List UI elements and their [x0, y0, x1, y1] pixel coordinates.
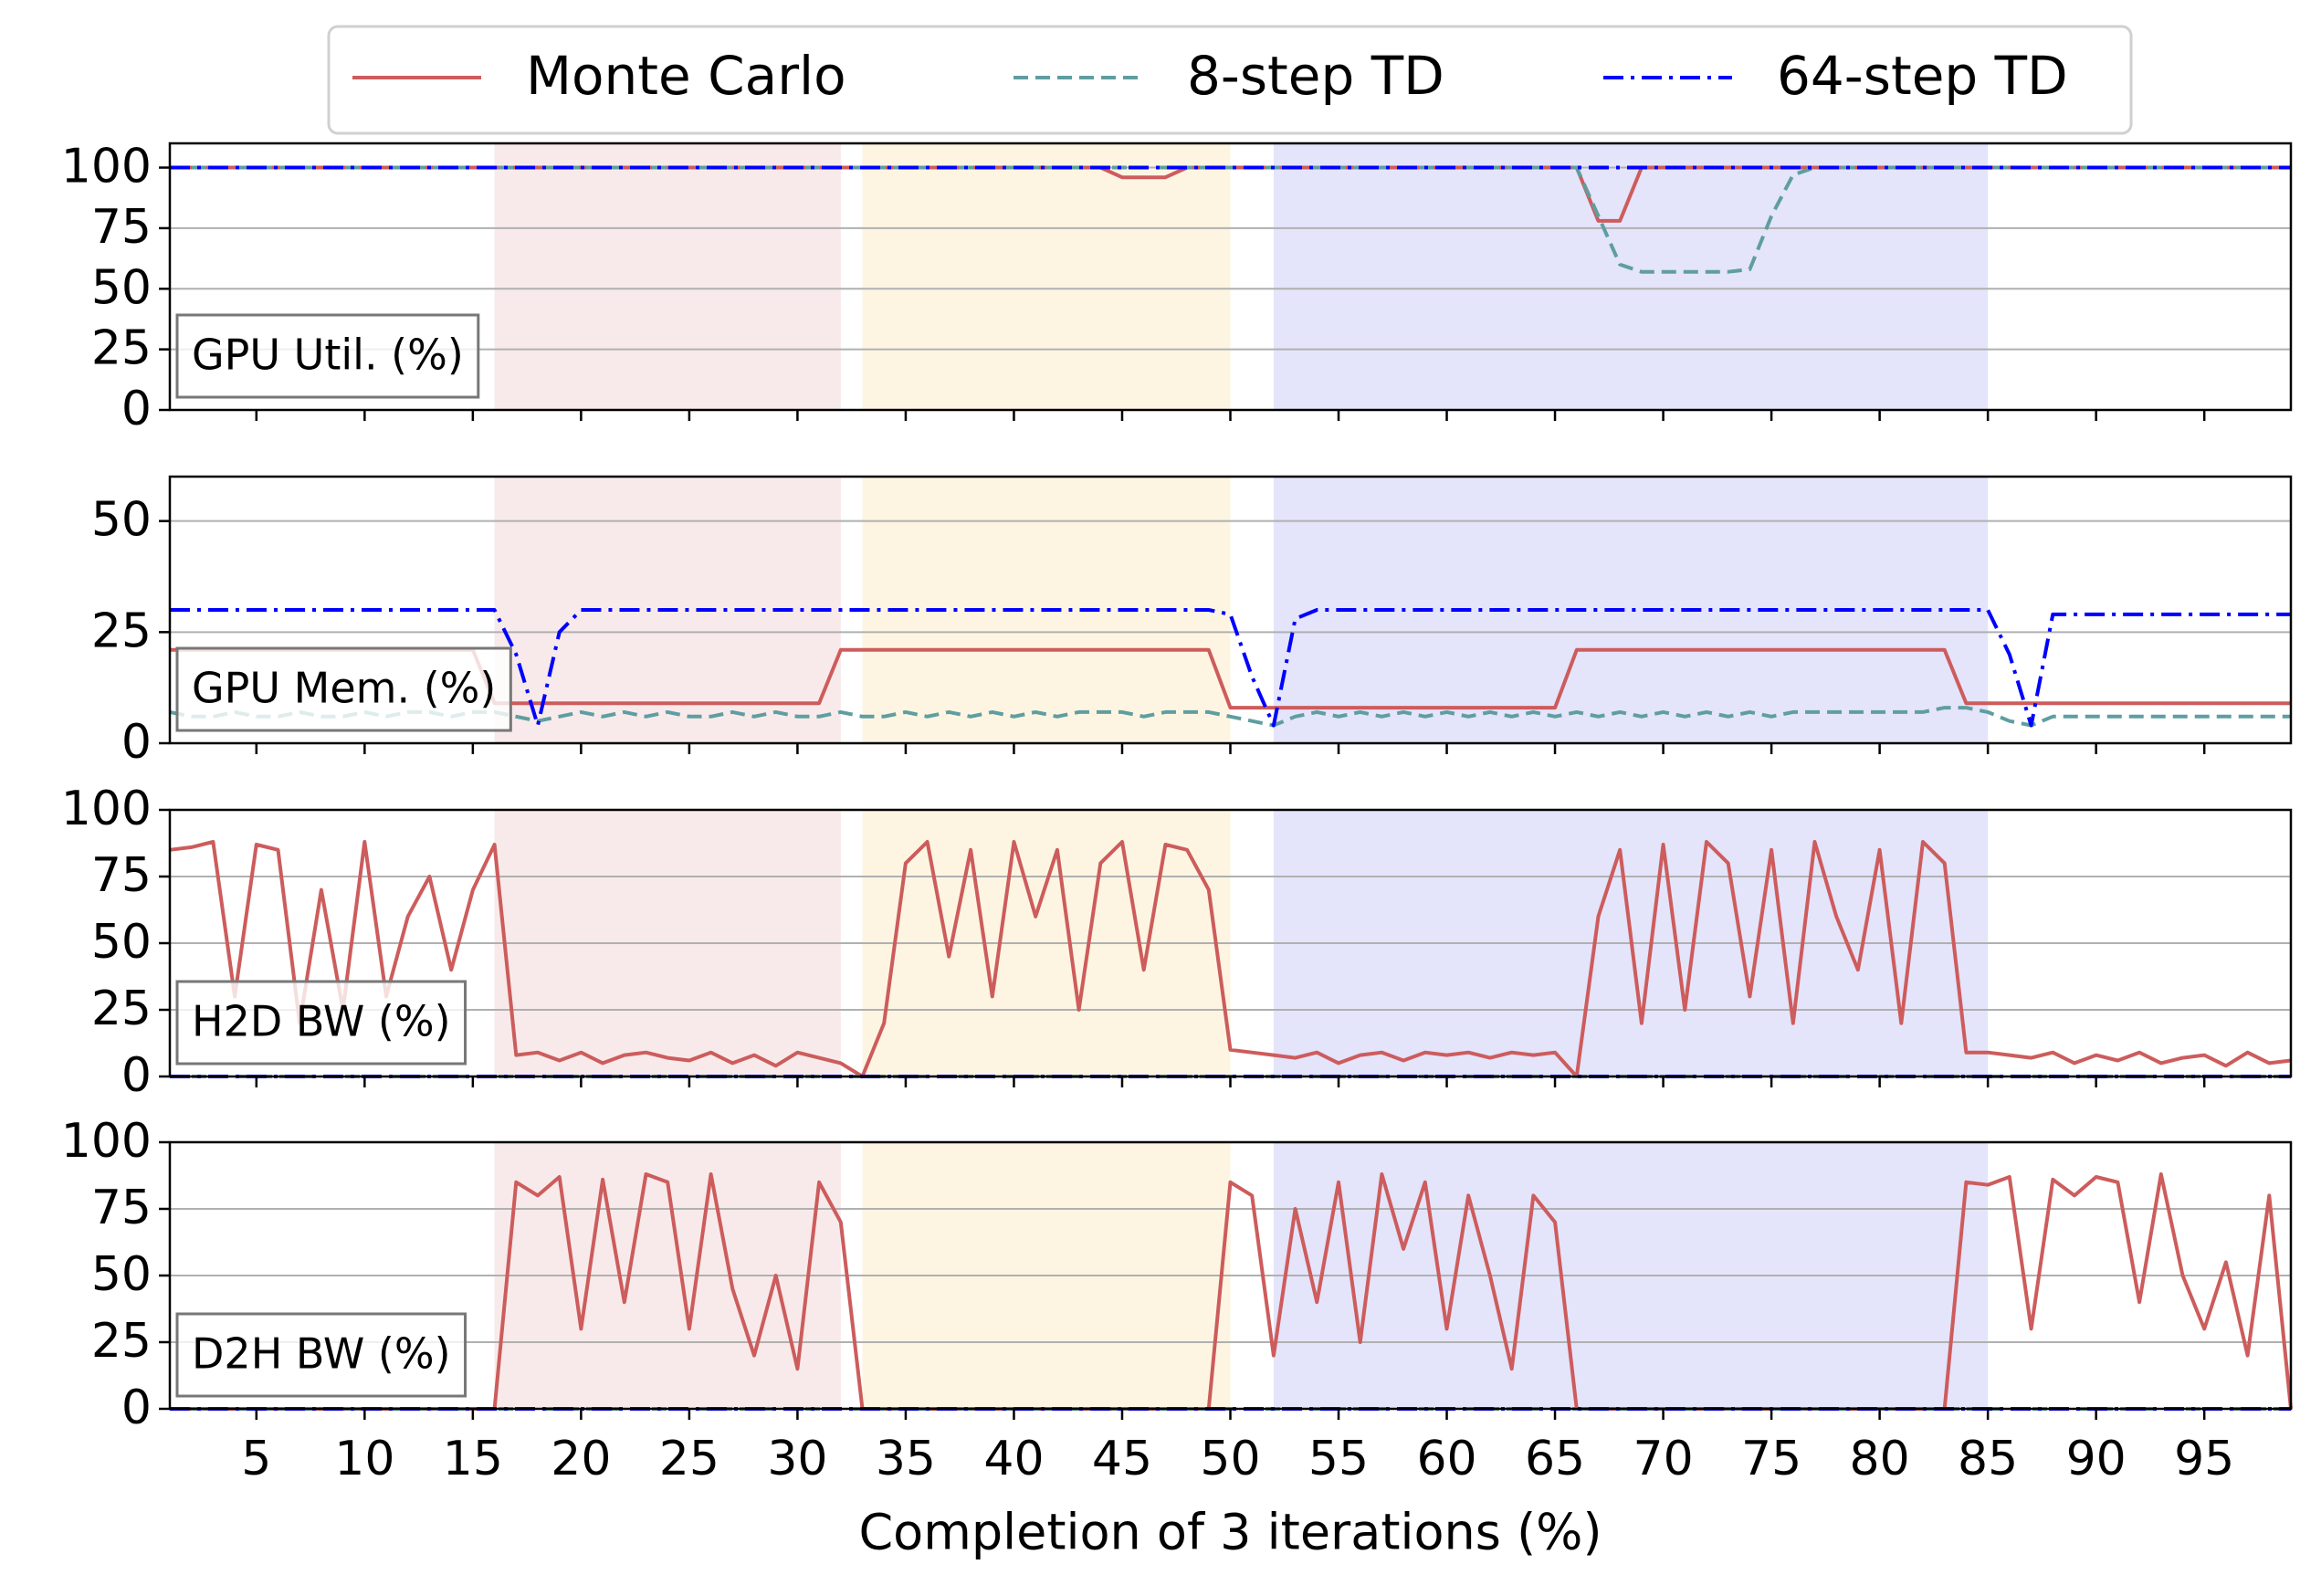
y-tick-label: 50 — [91, 915, 152, 970]
panel-label: GPU Util. (%) — [192, 331, 464, 380]
y-tick-label: 25 — [91, 604, 152, 658]
x-tick-label: 25 — [659, 1432, 719, 1486]
x-tick-label: 15 — [443, 1432, 503, 1486]
panel-label: GPU Mem. (%) — [192, 664, 496, 713]
x-tick-label: 95 — [2174, 1432, 2234, 1486]
x-tick-label: 40 — [983, 1432, 1044, 1486]
y-tick-label: 0 — [121, 1381, 152, 1435]
y-tick-label: 0 — [121, 1048, 152, 1103]
series-line — [169, 840, 2292, 1078]
y-tick-label: 50 — [91, 493, 152, 548]
x-tick-label: 35 — [876, 1432, 936, 1486]
panel-label: H2D BW (%) — [192, 997, 451, 1046]
shaded-region — [1273, 143, 1989, 410]
x-tick-label: 20 — [551, 1432, 611, 1486]
x-tick-label: 55 — [1308, 1432, 1369, 1486]
y-tick-label: 50 — [91, 1247, 152, 1302]
series-line — [169, 706, 2291, 728]
y-tick-label: 75 — [91, 200, 152, 255]
panel-label-box — [175, 980, 467, 1066]
y-tick-label: 25 — [91, 321, 152, 376]
y-tick-label: 75 — [91, 1181, 152, 1235]
panel-label: D2H BW (%) — [192, 1329, 451, 1379]
y-tick-label: 25 — [91, 1314, 152, 1369]
legend-label: Monte Carlo — [526, 45, 846, 107]
y-tick-label: 0 — [121, 715, 152, 770]
y-tick-label: 100 — [61, 140, 152, 194]
series-line — [170, 647, 2291, 710]
x-tick-label: 10 — [334, 1432, 394, 1486]
y-tick-label: 25 — [91, 982, 152, 1036]
x-tick-label: 45 — [1092, 1432, 1152, 1486]
series-line — [170, 608, 2291, 728]
x-tick-label: 5 — [241, 1432, 271, 1486]
x-tick-label: 30 — [767, 1432, 827, 1486]
legend-label: 64-step TD — [1777, 45, 2068, 107]
shaded-region — [494, 143, 841, 410]
panel-label-box — [175, 313, 480, 399]
legend-label: 8-step TD — [1187, 45, 1444, 107]
y-tick-label: 100 — [61, 1114, 152, 1169]
y-tick-label: 0 — [121, 382, 152, 436]
x-tick-label: 80 — [1850, 1432, 1910, 1486]
shaded-region — [862, 143, 1231, 410]
x-tick-label: 90 — [2066, 1432, 2127, 1486]
x-axis-label: Completion of 3 iterations (%) — [858, 1504, 1602, 1561]
x-tick-label: 75 — [1741, 1432, 1801, 1486]
x-tick-label: 65 — [1525, 1432, 1585, 1486]
y-tick-label: 50 — [91, 260, 152, 315]
panel-label-box — [175, 1312, 467, 1398]
x-tick-label: 85 — [1958, 1432, 2018, 1486]
x-tick-label: 60 — [1416, 1432, 1476, 1486]
y-tick-label: 75 — [91, 848, 152, 903]
x-tick-label: 70 — [1633, 1432, 1693, 1486]
legend-box — [327, 25, 2133, 135]
panel-label-box — [175, 646, 512, 732]
x-tick-label: 50 — [1200, 1432, 1260, 1486]
y-tick-label: 100 — [61, 782, 152, 836]
